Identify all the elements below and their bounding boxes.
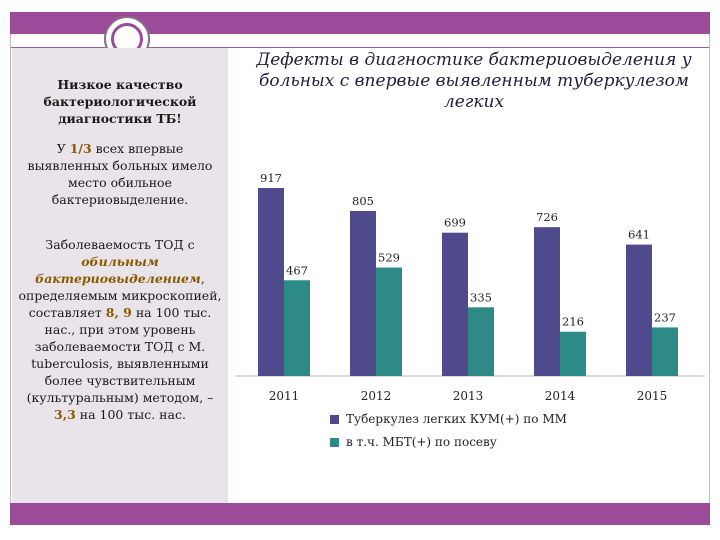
frame-line-top xyxy=(10,47,710,48)
x-tick-label-2012: 2012 xyxy=(361,389,392,403)
bar-2012-series-1 xyxy=(350,210,376,376)
p2-value2: 3,3 xyxy=(54,407,76,422)
data-label-2015-series-2: 237 xyxy=(654,310,676,324)
bar-2011-series-2 xyxy=(284,280,310,376)
p1-accent: 1/3 xyxy=(69,141,92,156)
bar-chart: 917 467 2011 805 529 2012 699 335 2013 726 216 2014… xyxy=(235,171,705,449)
chart-title: Дефекты в диагностике бактериовыделения … xyxy=(256,50,692,112)
legend-swatch-1 xyxy=(330,415,339,424)
p2-mid: , определяемым микроскопией, составляет xyxy=(18,271,222,320)
data-label-2015-series-1: 641 xyxy=(628,228,650,242)
x-tick-label-2014: 2014 xyxy=(545,389,576,403)
p2-accent: обильным бактериовыделением xyxy=(35,254,201,286)
data-label-2012-series-2: 529 xyxy=(378,251,400,265)
p2-prefix: Заболеваемость ТОД с xyxy=(45,237,195,252)
p2-mid2: на 100 тыс. нас., при этом уровень забол… xyxy=(26,305,214,405)
left-info-panel xyxy=(12,48,228,503)
legend-entry-2: в т.ч. МБТ(+) по посеву xyxy=(346,435,497,449)
left-paragraph-2: Заболеваемость ТОД с обильным бактериовы… xyxy=(16,236,224,423)
data-label-2014-series-2: 216 xyxy=(562,315,584,329)
legend-swatch-2 xyxy=(330,438,339,447)
data-label-2011-series-1: 917 xyxy=(260,171,282,185)
data-label-2012-series-1: 805 xyxy=(352,194,374,208)
x-tick-label-2013: 2013 xyxy=(453,389,484,403)
left-paragraph-1: У 1/3 всех впервые выявленных больных им… xyxy=(16,140,224,208)
x-tick-label-2015: 2015 xyxy=(637,389,668,403)
bar-2014-series-1 xyxy=(534,227,560,376)
bar-2015-series-2 xyxy=(652,327,678,376)
bar-2011-series-1 xyxy=(258,188,284,376)
bar-2015-series-1 xyxy=(626,244,652,376)
bar-2014-series-2 xyxy=(560,331,586,376)
p2-value1: 8, 9 xyxy=(105,305,132,320)
frame-line-left xyxy=(10,34,11,503)
x-tick-label-2011: 2011 xyxy=(269,389,300,403)
frame-line-right xyxy=(709,34,710,503)
bar-2013-series-2 xyxy=(468,307,494,376)
bottom-accent-bar xyxy=(10,503,710,525)
data-label-2011-series-2: 467 xyxy=(286,263,308,277)
left-heading: Низкое качество бактериологической диагн… xyxy=(43,77,197,126)
bar-2012-series-2 xyxy=(376,267,402,376)
p1-suffix: всех впервые выявленных больных имело ме… xyxy=(27,141,213,207)
top-accent-bar xyxy=(10,12,710,34)
data-label-2013-series-2: 335 xyxy=(470,290,492,304)
bar-2013-series-1 xyxy=(442,232,468,376)
data-label-2014-series-1: 726 xyxy=(536,210,558,224)
data-label-2013-series-1: 699 xyxy=(444,216,466,230)
legend-entry-1: Туберкулез легких КУМ(+) по ММ xyxy=(346,412,567,426)
p2-suffix: на 100 тыс. нас. xyxy=(75,407,186,422)
p1-prefix: У xyxy=(56,141,70,156)
